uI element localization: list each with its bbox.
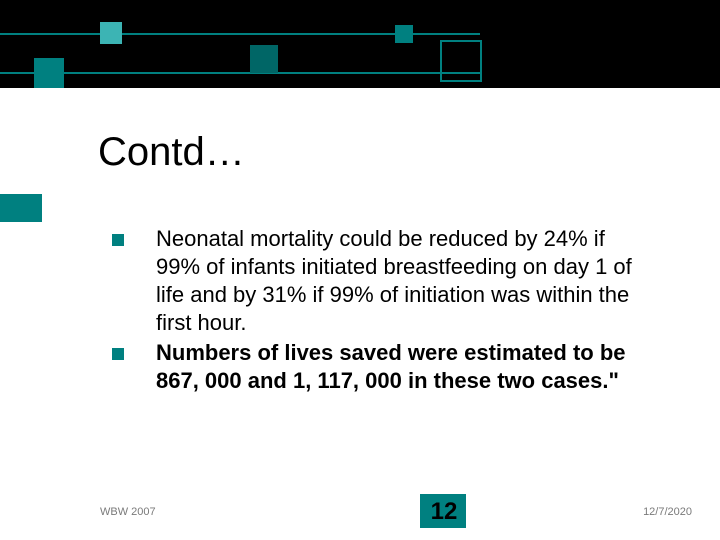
bullet-marker-icon bbox=[112, 348, 124, 360]
bullet-text: Numbers of lives saved were estimated to… bbox=[156, 339, 652, 395]
left-accent-block bbox=[0, 194, 42, 222]
bullet-list: Neonatal mortality could be reduced by 2… bbox=[112, 225, 652, 397]
footer-date: 12/7/2020 bbox=[643, 506, 692, 518]
decor-square-5 bbox=[34, 58, 64, 88]
decor-square-2 bbox=[250, 45, 278, 73]
slide-number: 12 bbox=[430, 498, 458, 526]
top-band bbox=[0, 0, 720, 88]
bullet-marker-icon bbox=[112, 234, 124, 246]
decor-square-outline bbox=[440, 40, 482, 82]
footer-left: WBW 2007 bbox=[100, 506, 156, 518]
decor-square-1 bbox=[100, 22, 122, 44]
decor-hline-2 bbox=[0, 72, 480, 74]
slide-title: Contd… bbox=[98, 130, 245, 175]
decor-square-3 bbox=[395, 25, 413, 43]
bullet-item: Neonatal mortality could be reduced by 2… bbox=[112, 225, 652, 337]
bullet-item: Numbers of lives saved were estimated to… bbox=[112, 339, 652, 395]
bullet-text: Neonatal mortality could be reduced by 2… bbox=[156, 225, 652, 337]
